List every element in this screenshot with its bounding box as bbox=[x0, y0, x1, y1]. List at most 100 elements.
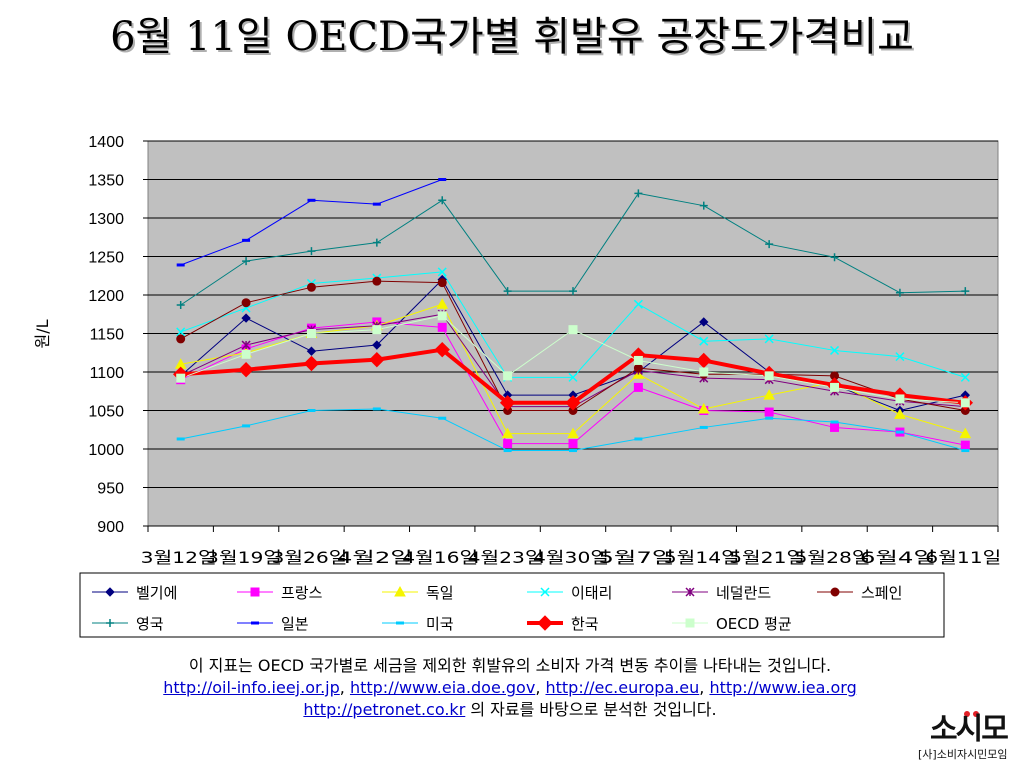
legend-label: 일본 bbox=[281, 615, 309, 633]
series-5-point bbox=[633, 363, 643, 373]
series-6-point bbox=[765, 240, 774, 249]
logo-wordmark: 소시모 bbox=[930, 712, 1009, 747]
series-1-point bbox=[568, 439, 578, 449]
series-3-point bbox=[176, 327, 186, 337]
series-10-point bbox=[895, 394, 905, 404]
x-tick-label: 3월12일 bbox=[141, 548, 217, 567]
series-10-point bbox=[372, 325, 382, 335]
y-tick-label: 900 bbox=[97, 519, 124, 536]
series-6-point bbox=[372, 238, 381, 247]
x-tick-label: 5월14일 bbox=[664, 548, 740, 567]
series-1-point bbox=[960, 440, 970, 450]
legend-box bbox=[79, 572, 945, 638]
legend-swatch-marker bbox=[537, 615, 553, 631]
x-tick-label: 4월2일 bbox=[337, 548, 413, 567]
y-tick-label: 1100 bbox=[90, 365, 125, 382]
series-8-point bbox=[634, 437, 643, 441]
series-6-point bbox=[699, 201, 708, 210]
x-tick-label: 5월7일 bbox=[598, 548, 674, 567]
legend-label: 이태리 bbox=[571, 584, 612, 602]
line-chart: 900 950 1000 1050 1100 1150 1200 1250 1300 1350 14… bbox=[33, 134, 1001, 638]
series-9-point bbox=[238, 361, 254, 378]
y-tick-label: 1300 bbox=[88, 211, 124, 228]
legend-label: 독일 bbox=[426, 584, 454, 602]
source-link-iea[interactable]: http://www.iea.org bbox=[709, 678, 857, 697]
y-axis-label: 원/L bbox=[33, 319, 52, 348]
series-8-point bbox=[895, 430, 904, 434]
series-6-point bbox=[503, 287, 512, 296]
series-10-point bbox=[503, 371, 513, 381]
series-7-point bbox=[176, 263, 185, 267]
series-3-point bbox=[437, 267, 447, 277]
series-7-point bbox=[242, 238, 251, 242]
series-5-point bbox=[372, 276, 382, 286]
series-9-point bbox=[696, 352, 712, 369]
y-tick-label: 1150 bbox=[90, 327, 125, 344]
legend-swatch-marker bbox=[685, 618, 695, 628]
series-10-point bbox=[176, 373, 186, 383]
series-3-point bbox=[960, 372, 970, 382]
series-8-point bbox=[699, 425, 708, 429]
y-tick-label: 1400 bbox=[88, 134, 124, 151]
series-5-point bbox=[241, 298, 251, 308]
source-link-ieej[interactable]: http://oil-info.ieej.or.jp bbox=[163, 678, 340, 697]
series-10-point bbox=[960, 398, 970, 408]
source-link-eurostat[interactable]: http://ec.europa.eu bbox=[545, 678, 700, 697]
series-1-point bbox=[437, 322, 447, 332]
legend-label: 네덜란드 bbox=[716, 584, 771, 602]
series-6-point bbox=[830, 253, 839, 262]
series-3-point bbox=[699, 336, 709, 346]
y-tick-label: 1350 bbox=[88, 173, 124, 190]
source-link-petronet[interactable]: http://petronet.co.kr bbox=[303, 700, 466, 719]
x-tick-label: 5월21일 bbox=[729, 548, 805, 567]
legend-swatch-marker bbox=[685, 587, 695, 597]
series-3-point bbox=[830, 345, 840, 355]
legend-swatch-marker bbox=[251, 621, 259, 625]
series-6-point bbox=[307, 247, 316, 256]
series-8-point bbox=[176, 437, 185, 441]
x-tick-label: 6월11일 bbox=[925, 548, 1001, 567]
series-8-point bbox=[503, 449, 512, 453]
series-6-point bbox=[242, 257, 251, 266]
legend-swatch-marker bbox=[394, 585, 406, 597]
series-0-point bbox=[699, 317, 709, 327]
legend-label: 스페인 bbox=[861, 584, 902, 602]
series-6-point bbox=[961, 287, 970, 296]
series-0-point bbox=[306, 346, 317, 356]
legend-swatch-marker bbox=[106, 619, 114, 627]
series-10-point bbox=[633, 355, 643, 365]
series-7-point bbox=[307, 198, 316, 202]
legend-label: OECD 평균 bbox=[716, 615, 792, 633]
series-5-point bbox=[306, 282, 316, 292]
caption-suffix: 의 자료를 바탕으로 분석한 것입니다. bbox=[465, 700, 717, 719]
caption-line-1: 이 지표는 OECD 국가별로 세금을 제외한 휘발유의 소비자 가격 변동 추… bbox=[188, 656, 832, 675]
x-tick-label: 3월19일 bbox=[206, 548, 282, 567]
series-2-point bbox=[567, 427, 579, 439]
series-10-point bbox=[830, 382, 840, 392]
series-6-point bbox=[634, 189, 643, 198]
series-3-point bbox=[633, 299, 643, 309]
legend-swatch-marker bbox=[830, 587, 840, 597]
logo-dots-icon bbox=[964, 702, 982, 721]
series-2-point bbox=[894, 408, 906, 419]
series-2-point bbox=[763, 389, 776, 400]
series-8-point bbox=[307, 409, 316, 412]
series-4-point bbox=[241, 340, 251, 350]
series-8-point bbox=[242, 424, 251, 428]
y-tick-label: 1000 bbox=[88, 442, 124, 459]
series-8-point bbox=[372, 407, 381, 411]
series-6-point bbox=[176, 301, 185, 310]
legend-label: 영국 bbox=[136, 615, 164, 633]
series-10-point bbox=[241, 349, 251, 359]
series-10-point bbox=[306, 329, 316, 338]
series-6-point bbox=[569, 287, 577, 296]
series-10-point bbox=[437, 311, 447, 321]
caption-line-2: http://oil-info.ieej.or.jp, http://www.e… bbox=[163, 678, 857, 697]
source-link-eia[interactable]: http://www.eia.doe.gov bbox=[349, 678, 536, 697]
series-8-point bbox=[765, 416, 774, 420]
series-6-point bbox=[895, 288, 904, 297]
legend-label: 한국 bbox=[571, 615, 599, 633]
series-2-point bbox=[697, 402, 710, 414]
series-2-point bbox=[501, 427, 514, 439]
caption: 이 지표는 OECD 국가별로 세금을 제외한 휘발유의 소비자 가격 변동 추… bbox=[60, 655, 960, 721]
